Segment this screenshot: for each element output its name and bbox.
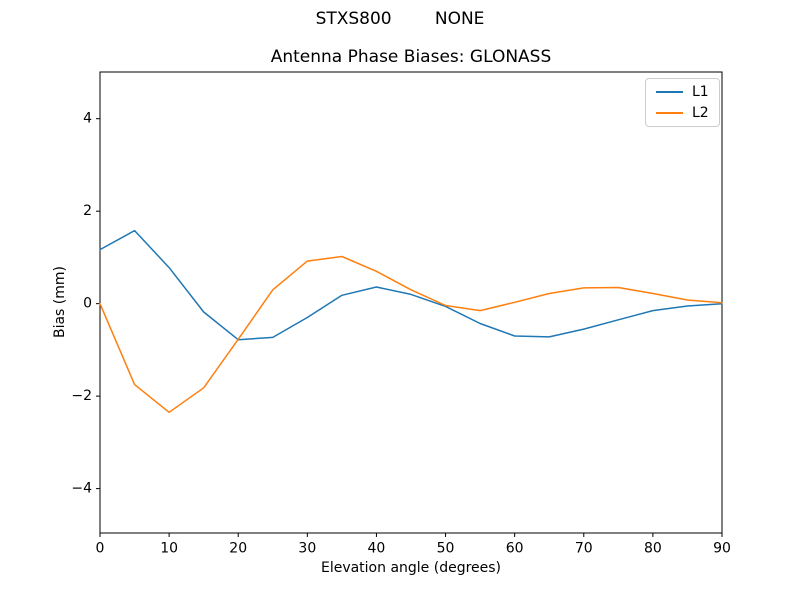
x-tick-label: 40 [368, 541, 386, 557]
series-line-L2 [99, 255, 723, 414]
l2-line-swatch [656, 112, 683, 114]
y-tick-label: 4 [83, 111, 92, 127]
axes-frame [99, 71, 723, 534]
x-tick-label: 80 [644, 541, 662, 557]
x-axis-label: Elevation angle (degrees) [320, 560, 502, 576]
x-tick-label: 50 [437, 541, 455, 557]
legend: L1 L2 [645, 78, 720, 127]
y-tick-label: −2 [71, 388, 92, 404]
y-axis-label: Bias (mm) [52, 265, 68, 339]
x-tick-label: 60 [506, 541, 524, 557]
axes-title: Antenna Phase Biases: GLONASS [270, 47, 552, 67]
x-tick-label: 30 [298, 541, 316, 557]
y-tick-label: 2 [83, 203, 92, 219]
figure-suptitle: STXS800 NONE [315, 9, 485, 29]
x-tick-label: 70 [575, 541, 593, 557]
legend-label-l1: L1 [692, 84, 709, 100]
x-tick-label: 90 [713, 541, 731, 557]
x-tick-label: 10 [160, 541, 178, 557]
l1-line-swatch [656, 91, 683, 93]
x-tick-label: 20 [229, 541, 247, 557]
legend-label-l2: L2 [692, 105, 709, 121]
x-tick-label: 0 [96, 541, 105, 557]
series-line-L1 [99, 229, 723, 341]
y-tick-label: 0 [83, 296, 92, 312]
legend-item-l1: L1 [656, 85, 709, 99]
legend-item-l2: L2 [656, 106, 709, 120]
y-tick-label: −4 [71, 481, 92, 497]
